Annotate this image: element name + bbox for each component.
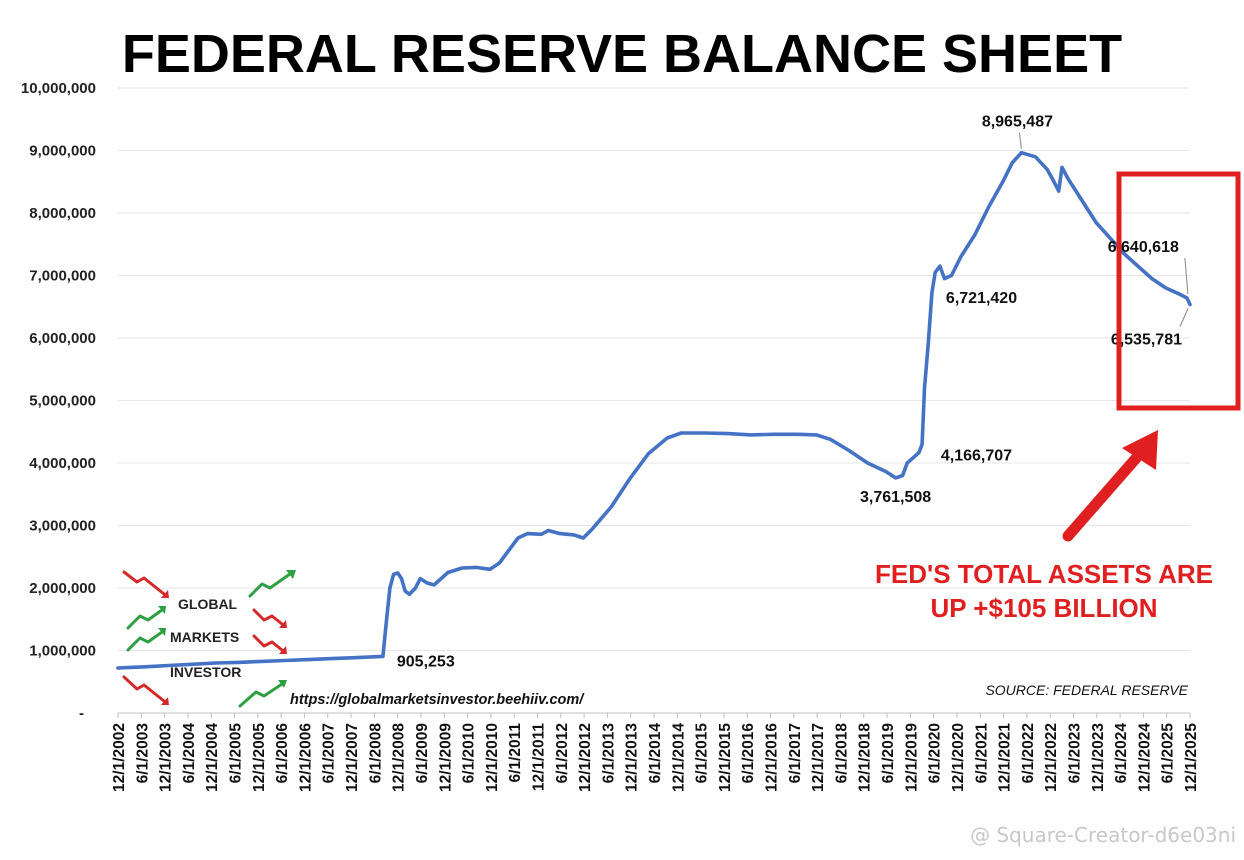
y-tick-label: 6,000,000 [29, 330, 96, 347]
data-label: 3,761,508 [860, 489, 931, 506]
x-tick-label: 6/1/2018 [833, 723, 850, 784]
x-tick-label: 12/1/2025 [1183, 723, 1200, 792]
x-tick-label: 12/1/2023 [1090, 723, 1107, 792]
x-tick-label: 12/1/2017 [810, 723, 827, 792]
gridlines [118, 87, 1190, 651]
x-tick-label: 12/1/2012 [577, 723, 594, 792]
x-tick-label: 12/1/2002 [111, 723, 128, 792]
leader-line [1179, 308, 1189, 327]
x-tick-label: 6/1/2004 [181, 723, 198, 784]
x-tick-label: 6/1/2020 [927, 723, 944, 783]
highlight-box [1116, 171, 1241, 411]
x-tick-label: 12/1/2013 [624, 723, 641, 792]
x-tick-label: 6/1/2005 [228, 723, 245, 784]
x-tick-label: 12/1/2008 [391, 723, 408, 792]
x-tick-label: 12/1/2020 [950, 723, 967, 792]
x-tick-label: 6/1/2023 [1066, 723, 1083, 784]
source-note: SOURCE: FEDERAL RESERVE [985, 682, 1188, 698]
x-tick-label: 6/1/2007 [321, 723, 338, 783]
x-tick-label: 12/1/2024 [1136, 723, 1153, 792]
leader-line [1018, 132, 1022, 149]
x-tick-label: 6/1/2015 [694, 723, 711, 784]
x-tick-label: 6/1/2011 [507, 723, 524, 783]
chart-title: FEDERAL RESERVE BALANCE SHEET [122, 24, 1122, 84]
arrow-icon [1062, 430, 1158, 542]
x-tick-label: 12/1/2006 [297, 723, 314, 792]
data-label: 8,965,487 [982, 114, 1053, 131]
y-tick-label: 3,000,000 [29, 518, 96, 535]
callout-line-2: UP +$105 BILLION [930, 593, 1157, 623]
logo-line-3: INVESTOR [170, 664, 241, 680]
x-tick-label: 6/1/2010 [461, 723, 478, 783]
data-labels: 905,253 3,761,508 4,166,707 6,721,420 8,965,… [397, 114, 1182, 671]
y-tick-label: 10,000,000 [21, 80, 96, 97]
watermark: @ Square-Creator-d6e03ni [970, 823, 1236, 847]
x-tick-label: 12/1/2010 [484, 723, 501, 792]
up-arrow-icon [126, 572, 292, 708]
up-arrow-heads [158, 570, 296, 688]
x-tick-label: 12/1/2007 [344, 723, 361, 792]
x-tick-label: 6/1/2003 [134, 723, 151, 784]
x-tick-label: 12/1/2022 [1043, 723, 1060, 792]
x-tick-label: 6/1/2017 [787, 723, 804, 783]
x-tick-label: 6/1/2016 [740, 723, 757, 784]
x-tick-label: 12/1/2003 [158, 723, 175, 792]
data-label: 905,253 [397, 653, 455, 670]
y-axis-ticks: - 1,000,000 2,000,000 3,000,000 4,000,000 5,0… [21, 80, 96, 722]
x-tick-label: 6/1/2009 [414, 723, 431, 784]
x-tick-label: 6/1/2008 [367, 723, 384, 784]
down-arrow-heads [161, 590, 287, 705]
x-tick-label: 6/1/2012 [554, 723, 571, 783]
logo-line-2: MARKETS [170, 629, 239, 645]
x-tick-label: 12/1/2005 [251, 723, 268, 792]
x-tick-label: 6/1/2021 [973, 723, 990, 784]
y-tick-label: 8,000,000 [29, 205, 96, 222]
x-tick-label: 6/1/2022 [1020, 723, 1037, 783]
series-line [116, 150, 1192, 670]
x-tick-label: 6/1/2013 [600, 723, 617, 784]
x-tick-label: 6/1/2024 [1113, 723, 1130, 784]
data-label: 4,166,707 [941, 448, 1012, 465]
callout-line-1: FED'S TOTAL ASSETS ARE [875, 559, 1213, 589]
y-tick-label: 2,000,000 [29, 580, 96, 597]
x-axis-ticks: 12/1/2002 6/1/2003 12/1/2003 6/1/2004 12/1/2… [111, 713, 1200, 792]
y-tick-label: 5,000,000 [29, 393, 96, 410]
x-tick-label: 12/1/2011 [530, 723, 547, 791]
y-tick-label: - [79, 705, 84, 722]
y-tick-label: 4,000,000 [29, 455, 96, 472]
x-tick-label: 12/1/2015 [717, 723, 734, 792]
x-tick-label: 12/1/2009 [437, 723, 454, 792]
x-tick-label: 6/1/2006 [274, 723, 291, 784]
y-tick-label: 1,000,000 [29, 643, 96, 660]
down-arrow-icon [122, 570, 284, 703]
x-tick-label: 6/1/2025 [1160, 723, 1177, 784]
data-label: 6,535,781 [1111, 332, 1182, 349]
x-tick-label: 12/1/2014 [670, 723, 687, 792]
x-tick-label: 12/1/2021 [997, 723, 1014, 792]
x-tick-label: 6/1/2019 [880, 723, 897, 784]
x-tick-label: 12/1/2004 [204, 723, 221, 792]
y-tick-label: 9,000,000 [29, 143, 96, 160]
x-tick-label: 12/1/2016 [764, 723, 781, 792]
logo-line-1: GLOBAL [178, 596, 238, 612]
logo: GLOBAL MARKETS INVESTOR [122, 570, 296, 708]
data-label: 6,721,420 [946, 290, 1017, 307]
data-label: 6,640,618 [1108, 239, 1179, 256]
x-tick-label: 6/1/2014 [647, 723, 664, 784]
leader-line [1184, 257, 1189, 295]
x-tick-label: 12/1/2018 [857, 723, 874, 792]
x-tick-label: 12/1/2019 [903, 723, 920, 792]
label-leader-lines [1018, 132, 1189, 327]
y-tick-label: 7,000,000 [29, 268, 96, 285]
website-url: https://globalmarketsinvestor.beehiiv.co… [290, 692, 585, 708]
